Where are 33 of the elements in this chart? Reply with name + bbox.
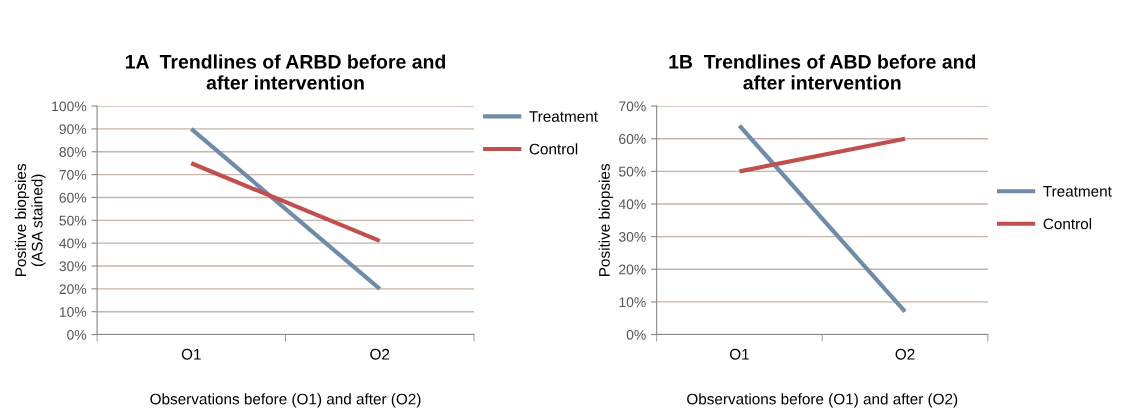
x-tick-label: O1 [729, 348, 749, 360]
y-tick-label: 90% [59, 124, 87, 135]
y-axis-title: Positive biopsies (ASA stained) [14, 163, 46, 276]
y-tick-label: 50% [618, 166, 646, 177]
legend-label: Control [1043, 218, 1092, 230]
y-axis-title: Positive biopsies [598, 163, 613, 276]
legend-label: Treatment [529, 111, 598, 122]
x-axis-title: Observations before (O1) and after (O2) [150, 393, 421, 408]
x-axis-title: Observations before (O1) and after (O2) [687, 393, 958, 408]
y-tick-label: 30% [618, 231, 646, 242]
y-tick-label: 100% [52, 101, 87, 112]
x-tick-label: O2 [370, 348, 390, 360]
y-tick-label: 40% [618, 199, 646, 210]
y-tick-label: 20% [59, 284, 87, 295]
y-tick-label: 70% [619, 101, 646, 112]
legend-label: Control [529, 143, 578, 155]
y-tick-label: 0% [626, 329, 646, 340]
chart-title: 1B Trendlines of ABD before and after intervention [669, 54, 976, 90]
x-tick-label: O1 [181, 348, 201, 360]
y-tick-label: 10% [59, 307, 87, 317]
y-tick-label: 40% [59, 238, 87, 249]
y-tick-label: 60% [619, 134, 646, 144]
y-tick-label: 50% [59, 215, 87, 226]
y-tick-label: 20% [619, 264, 646, 275]
legend-label: Treatment [1043, 186, 1112, 197]
y-tick-label: 70% [59, 169, 87, 180]
y-tick-label: 30% [59, 261, 87, 272]
y-tick-label: 0% [67, 329, 87, 340]
y-tick-label: 10% [619, 297, 646, 308]
x-tick-label: O2 [895, 348, 915, 360]
y-tick-label: 80% [59, 147, 87, 157]
chart-title: 1A Trendlines of ARBD before and after intervention [125, 54, 446, 90]
y-tick-label: 60% [59, 192, 87, 203]
